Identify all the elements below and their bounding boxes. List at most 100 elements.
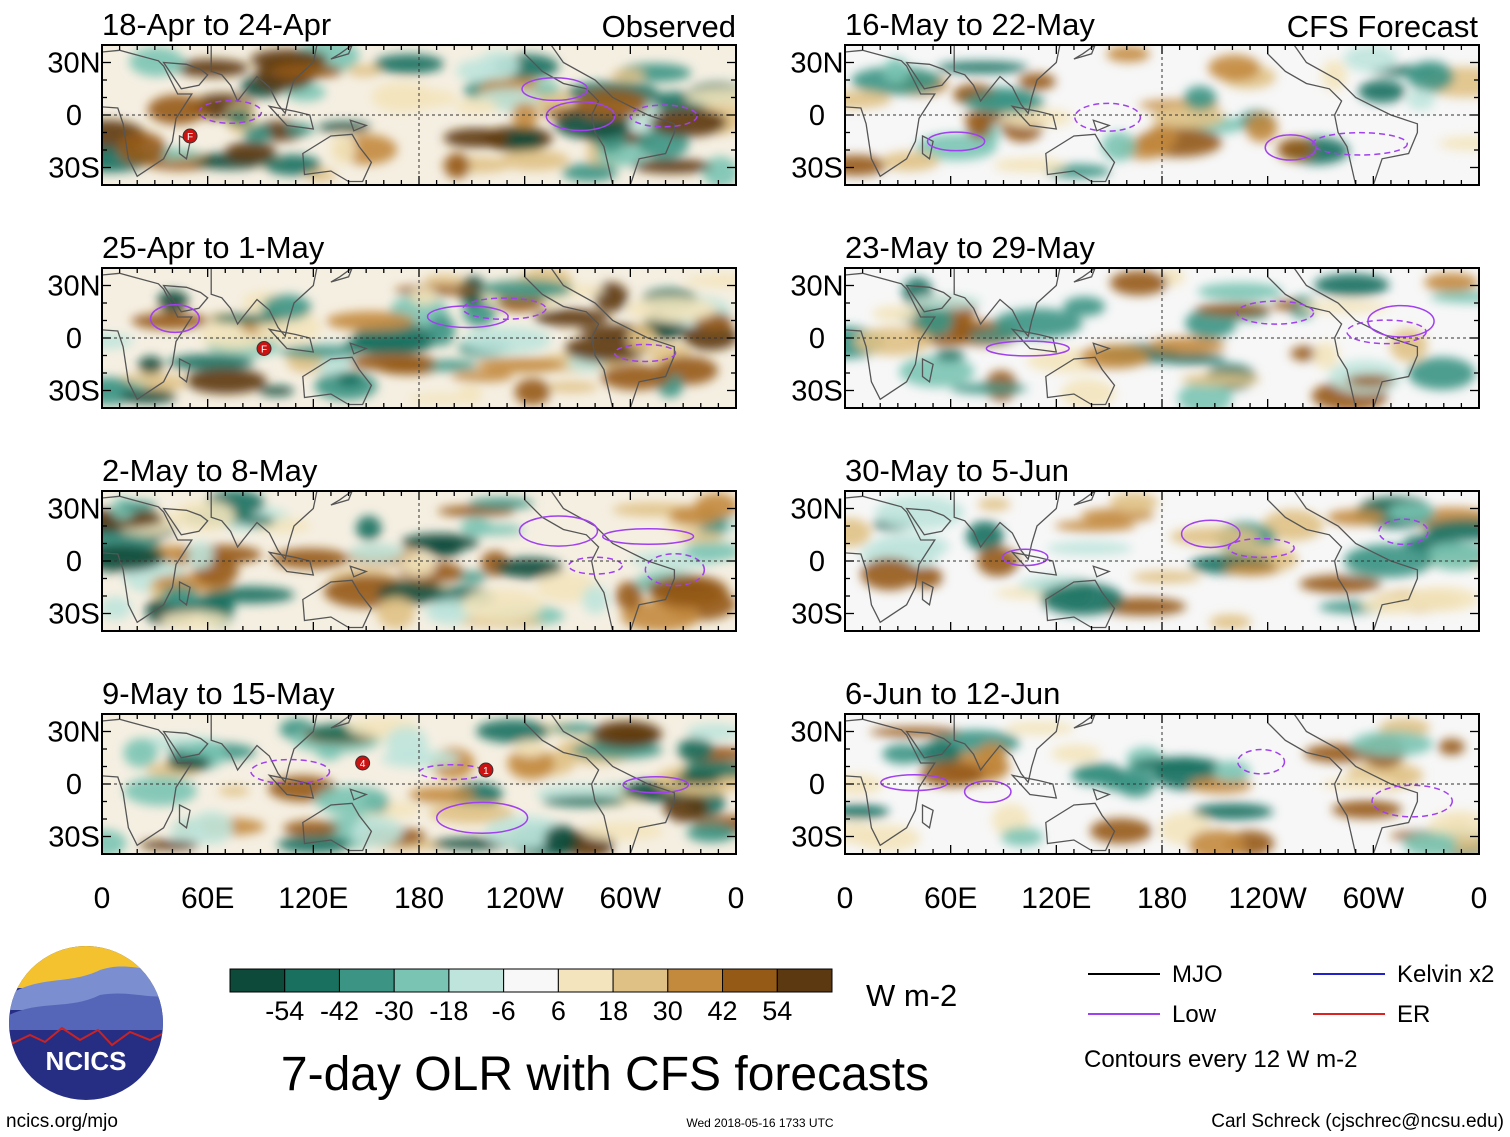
x-tick-label: 120W — [1228, 882, 1307, 915]
cyclone-marker — [182, 128, 198, 144]
x-tick-label: 120E — [1021, 882, 1091, 915]
figure-title: 7-day OLR with CFS forecasts — [281, 1048, 929, 1101]
footer-timestamp: Wed 2018-05-16 1733 UTC — [686, 1116, 834, 1130]
x-tick-label: 0 — [1471, 882, 1488, 915]
y-tick-label: 30N — [790, 271, 843, 303]
y-tick-label: 0 — [809, 546, 825, 578]
x-tick-label: 180 — [394, 882, 444, 915]
y-tick-label: 30N — [47, 717, 100, 749]
legend-label: ER — [1397, 1001, 1430, 1028]
footer-url: ncics.org/mjo — [6, 1111, 118, 1132]
footer-author: Carl Schreck (cjschrec@ncsu.edu) — [1211, 1111, 1504, 1132]
x-tick-label: 0 — [94, 882, 111, 915]
x-tick-label: 60W — [1342, 882, 1404, 915]
cyclone-label: F — [261, 345, 267, 356]
colorbar-swatch — [776, 968, 833, 993]
x-tick-label: 180 — [1137, 882, 1187, 915]
colorbar-units: W m-2 — [866, 978, 957, 1013]
y-tick-label: 30S — [48, 376, 100, 408]
observed-header: Observed — [602, 9, 736, 44]
panel-period-label: 30-May to 5-Jun — [845, 453, 1069, 488]
cyclone-marker — [478, 762, 494, 778]
colorbar-swatch — [448, 968, 505, 993]
colorbar-tick-label: 42 — [708, 996, 738, 1026]
colorbar-tick-label: 30 — [653, 996, 683, 1026]
x-tick-label: 60W — [599, 882, 661, 915]
y-tick-label: 30S — [48, 153, 100, 185]
colorbar-tick-label: -6 — [492, 996, 516, 1026]
cyclone-label: 1 — [483, 766, 489, 777]
y-tick-label: 30S — [48, 822, 100, 854]
cyclone-label: 4 — [360, 759, 366, 770]
y-tick-label: 0 — [66, 546, 82, 578]
colorbar-swatch — [229, 968, 286, 993]
x-tick-label: 0 — [837, 882, 854, 915]
x-axis-labels: 0 60E 120E 180 120W 60W 0 0 60E 120E 180 120W 60W 0 — [94, 882, 1488, 915]
y-tick-label: 30N — [47, 271, 100, 303]
y-tick-label: 0 — [66, 323, 82, 355]
colorbar-swatch — [338, 968, 395, 993]
panel-period-label: 16-May to 22-May — [845, 7, 1095, 42]
y-tick-label: 30S — [791, 822, 843, 854]
colorbar-tick-label: -18 — [429, 996, 468, 1026]
y-tick-label: 30N — [47, 494, 100, 526]
cyclone-label: F — [187, 132, 193, 143]
legend-label: Low — [1172, 1001, 1217, 1028]
colorbar-swatch — [722, 968, 778, 993]
panel-period-label: 6-Jun to 12-Jun — [845, 676, 1060, 711]
y-tick-label: 0 — [66, 769, 82, 801]
cyclone-marker — [355, 755, 371, 771]
colorbar: -54 -42 -30 -18 -6 6 18 30 42 54 — [229, 968, 833, 1026]
colorbar-tick-label: 18 — [598, 996, 628, 1026]
colorbar-tick-label: -42 — [320, 996, 359, 1026]
colorbar-swatch — [503, 968, 559, 993]
forecast-header: CFS Forecast — [1287, 9, 1479, 44]
colorbar-swatch — [557, 968, 614, 993]
panel-period-label: 25-Apr to 1-May — [102, 230, 325, 265]
y-tick-label: 30S — [791, 599, 843, 631]
y-tick-label: 30S — [48, 599, 100, 631]
colorbar-tick-label: 6 — [551, 996, 566, 1026]
panel-period-label: 18-Apr to 24-Apr — [102, 7, 331, 42]
legend-label: Kelvin x2 — [1397, 961, 1494, 988]
x-tick-label: 0 — [728, 882, 745, 915]
y-tick-label: 30N — [790, 494, 843, 526]
panel-period-label: 9-May to 15-May — [102, 676, 335, 711]
contour-legend: MJO Kelvin x2 Low ER — [1088, 961, 1494, 1028]
contour-note: Contours every 12 W m-2 — [1084, 1046, 1357, 1073]
y-tick-label: 0 — [809, 323, 825, 355]
colorbar-swatch — [393, 968, 450, 993]
panel-period-label: 2-May to 8-May — [102, 453, 318, 488]
y-tick-label: 30N — [790, 48, 843, 80]
colorbar-tick-label: 54 — [762, 996, 792, 1026]
x-tick-label: 120W — [485, 882, 564, 915]
ncics-logo: NCICS — [9, 946, 163, 1100]
y-tick-label: 0 — [66, 100, 82, 132]
panel-period-label: 23-May to 29-May — [845, 230, 1095, 265]
colorbar-tick-label: -30 — [375, 996, 414, 1026]
logo-text: NCICS — [46, 1046, 127, 1076]
x-tick-label: 120E — [278, 882, 348, 915]
x-tick-label: 60E — [181, 882, 234, 915]
y-tick-label: 0 — [809, 100, 825, 132]
colorbar-tick-label: -54 — [265, 996, 304, 1026]
y-tick-label: 0 — [809, 769, 825, 801]
cyclone-marker — [256, 341, 272, 356]
y-tick-label: 30S — [791, 376, 843, 408]
colorbar-swatch — [612, 968, 669, 993]
x-tick-label: 60E — [924, 882, 977, 915]
y-tick-label: 30N — [47, 48, 100, 80]
colorbar-swatch — [667, 968, 724, 993]
y-tick-label: 30S — [791, 153, 843, 185]
y-tick-label: 30N — [790, 717, 843, 749]
